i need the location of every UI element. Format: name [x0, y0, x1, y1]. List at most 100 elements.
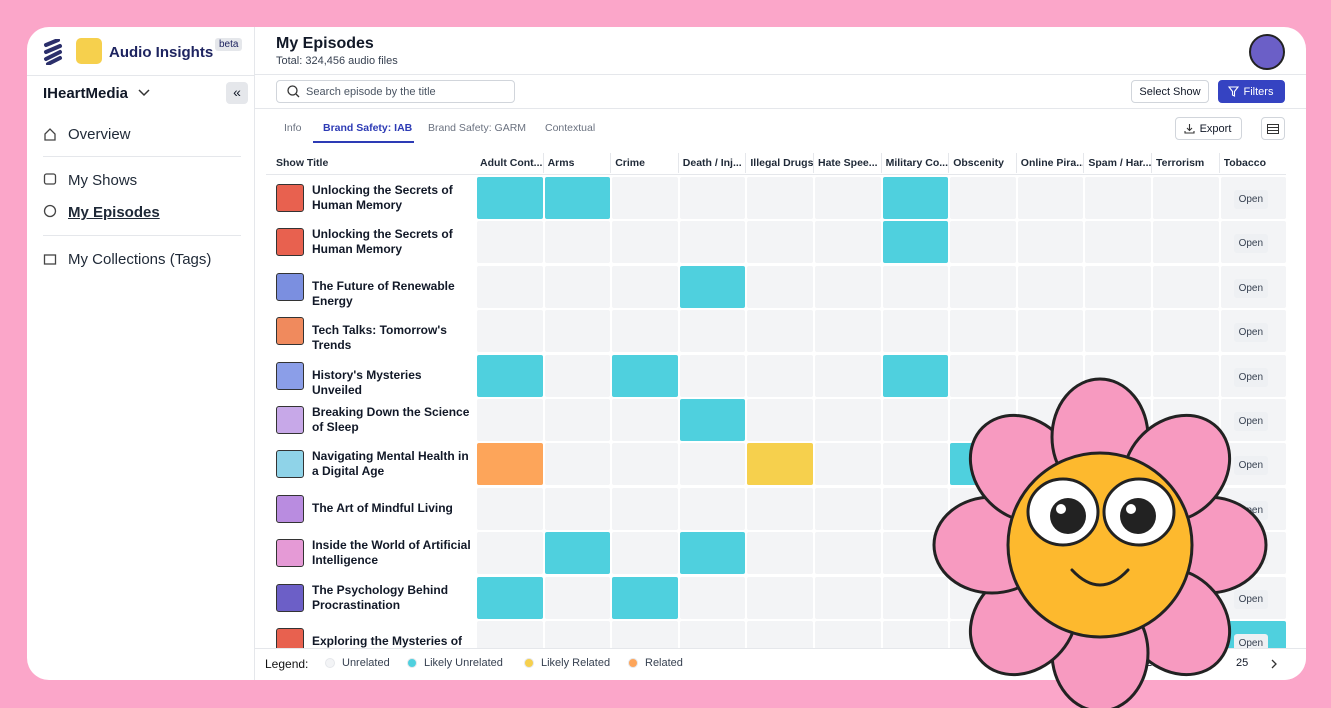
status-cell: [1153, 221, 1219, 264]
nav-item-active[interactable]: My Episodes: [68, 204, 160, 221]
page-link[interactable]: 25: [1236, 657, 1249, 669]
status-cell: [882, 177, 949, 219]
open-button[interactable]: Open: [1233, 278, 1269, 298]
episode-title[interactable]: Unlocking the Secrets of Human Memory: [312, 183, 453, 212]
table-view-button[interactable]: [1261, 117, 1285, 140]
search-input[interactable]: Search episode by the title: [276, 80, 515, 103]
status-cell: [612, 532, 678, 575]
status-cell: [679, 177, 746, 219]
status-cell: [544, 576, 611, 619]
status-cell: [544, 310, 611, 353]
status-cell: [950, 532, 1016, 575]
chevron: [138, 89, 150, 97]
tab-active[interactable]: Brand Safety: IAB: [323, 122, 413, 134]
page-subtitle: Total: 324,456 audio files: [276, 55, 398, 67]
table-icon: [1267, 123, 1279, 134]
status-cell: [544, 265, 611, 308]
open-button[interactable]: Open: [1233, 456, 1269, 476]
status-cell: [747, 621, 813, 648]
status-cell: [1017, 487, 1084, 530]
episode-title[interactable]: Exploring the Mysteries of: [312, 634, 463, 648]
status-cell: [1085, 399, 1151, 441]
status-cell: [1085, 487, 1151, 530]
column-header: Online Pira...: [1020, 157, 1084, 169]
episode-title[interactable]: The Art of Mindful Living: [312, 500, 453, 515]
status-cell: [882, 443, 949, 486]
open-button[interactable]: Open: [1233, 323, 1269, 343]
collapse-button[interactable]: «: [226, 82, 248, 104]
status-cell: [679, 532, 746, 575]
status-cell: [815, 177, 881, 219]
badge: beta: [215, 38, 243, 51]
status-cell: [1017, 265, 1084, 308]
legend-text: Likely Unrelated: [424, 657, 503, 669]
status-cell: [477, 354, 543, 397]
nav-item[interactable]: My Shows: [68, 172, 138, 189]
nav-item[interactable]: Overview: [68, 126, 131, 143]
episode-title[interactable]: Inside the World of Artificial Intellige…: [312, 538, 471, 568]
open-button[interactable]: Open: [1233, 412, 1269, 431]
episode-title[interactable]: Tech Talks: Tomorrow's Trends: [312, 323, 447, 353]
divider: [255, 74, 1306, 75]
status-cell: [1085, 221, 1151, 264]
status-cell: [1017, 310, 1084, 353]
tab[interactable]: Info: [284, 122, 302, 134]
status-cell: [612, 354, 678, 397]
episode-title[interactable]: History's Mysteries Unveiled: [312, 367, 422, 397]
status-cell: [1085, 177, 1151, 219]
column-divider: [813, 153, 814, 173]
status-cell: [612, 310, 678, 353]
status-cell: [950, 265, 1016, 308]
episode-title[interactable]: The Psychology Behind Procrastination: [312, 582, 449, 612]
status-cell: [815, 265, 881, 308]
status-cell: [815, 399, 881, 441]
status-cell: [1085, 621, 1151, 648]
nav-item[interactable]: My Collections (Tags): [68, 251, 212, 268]
status-cell: [1085, 576, 1151, 619]
open-button[interactable]: Open: [1233, 367, 1269, 387]
column-header: Obscenity: [953, 157, 1004, 169]
status-cell: [1085, 310, 1151, 353]
open-button[interactable]: Open: [1233, 589, 1269, 609]
select-show-button[interactable]: Select Show: [1131, 80, 1209, 103]
avatar[interactable]: [1249, 34, 1285, 70]
thumbnail: [276, 272, 304, 301]
open-button[interactable]: Open: [1233, 190, 1269, 209]
next-page[interactable]: [1270, 659, 1278, 669]
episode-title[interactable]: Unlocking the Secrets of Human Memory: [312, 227, 453, 257]
divider: [43, 156, 241, 157]
filter-icon: [1228, 86, 1239, 97]
status-cell: [477, 399, 543, 441]
tab[interactable]: Brand Safety: GARM: [428, 122, 527, 134]
open-button[interactable]: Open: [1233, 234, 1269, 254]
status-cell: [1017, 399, 1084, 441]
status-cell: [679, 487, 746, 530]
divider: [255, 108, 1306, 109]
open-button[interactable]: Open: [1233, 545, 1269, 565]
status-cell: [1153, 576, 1219, 619]
status-cell: [882, 265, 949, 308]
export-button[interactable]: Export: [1175, 117, 1242, 140]
status-cell: [477, 576, 543, 619]
app-window: Audio Insights beta IHeartMedia « Overvi…: [27, 27, 1306, 680]
episode-title[interactable]: Breaking Down the Science of Sleep: [312, 405, 470, 434]
status-cell: [544, 532, 611, 575]
status-cell: [815, 443, 881, 486]
org-name[interactable]: IHeartMedia: [43, 85, 129, 102]
open-button[interactable]: Open: [1233, 500, 1269, 520]
thumbnail: [276, 628, 304, 648]
tab[interactable]: Contextual: [545, 122, 596, 134]
legend-swatch: [628, 658, 638, 668]
column-header: Adult Cont...: [480, 157, 543, 169]
status-cell: [544, 221, 611, 264]
status-cell: [679, 443, 746, 486]
episode-title[interactable]: The Future of Renewable Energy: [312, 278, 455, 308]
filters-button[interactable]: Filters: [1218, 80, 1285, 103]
open-button[interactable]: Open: [1233, 634, 1269, 648]
page-link[interactable]: 2: [1146, 657, 1153, 669]
column-divider: [677, 153, 679, 173]
column-header: Military Co...: [885, 157, 949, 169]
episode-title[interactable]: Navigating Mental Health in a Digital Ag…: [312, 449, 469, 479]
status-cell: [477, 532, 543, 575]
